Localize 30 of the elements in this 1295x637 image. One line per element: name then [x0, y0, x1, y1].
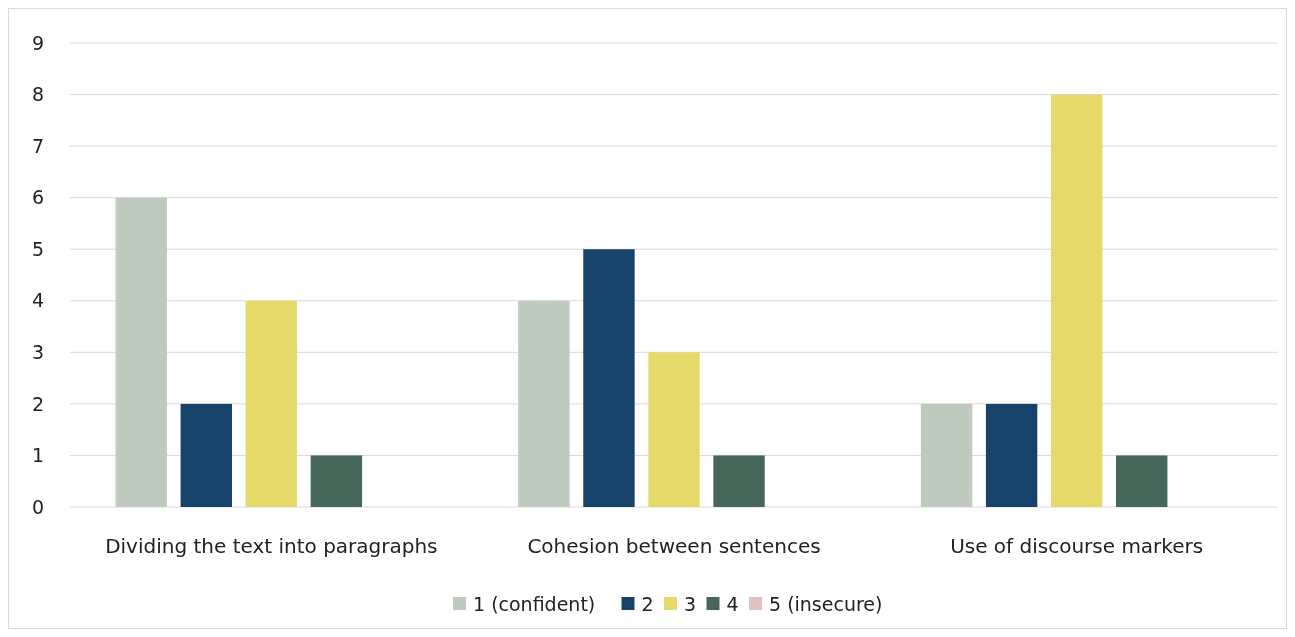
- y-tick-label: 8: [31, 83, 45, 106]
- y-tick-label: 5: [31, 237, 45, 260]
- bar: [245, 300, 298, 507]
- y-tick-label: 9: [31, 31, 45, 54]
- legend-label: 1 (confident): [473, 592, 596, 615]
- bar: [310, 455, 363, 507]
- bar: [985, 403, 1038, 507]
- bar: [518, 300, 570, 507]
- y-tick-label: 1: [31, 444, 45, 467]
- bar: [115, 197, 167, 507]
- y-tick-label: 7: [31, 134, 45, 157]
- x-tick-label: Dividing the text into paragraphs: [105, 534, 438, 558]
- legend-label: 3: [684, 592, 697, 615]
- bar: [1050, 94, 1103, 507]
- legend-label: 2: [641, 592, 654, 615]
- bar: [713, 455, 765, 507]
- y-tick-label: 0: [31, 495, 45, 518]
- x-tick-label: Use of discourse markers: [950, 534, 1204, 558]
- bar: [920, 403, 973, 507]
- y-tick-label: 4: [31, 289, 45, 312]
- bar: [648, 352, 700, 507]
- y-tick-label: 6: [31, 186, 45, 209]
- bar: [180, 403, 232, 507]
- legend-label: 4: [726, 592, 739, 615]
- y-tick-label: 2: [31, 392, 45, 415]
- x-tick-label: Cohesion between sentences: [527, 534, 821, 558]
- bar: [1116, 455, 1168, 507]
- y-tick-label: 3: [31, 340, 45, 363]
- bar: [583, 249, 635, 507]
- legend-label: 5 (insecure): [769, 592, 883, 615]
